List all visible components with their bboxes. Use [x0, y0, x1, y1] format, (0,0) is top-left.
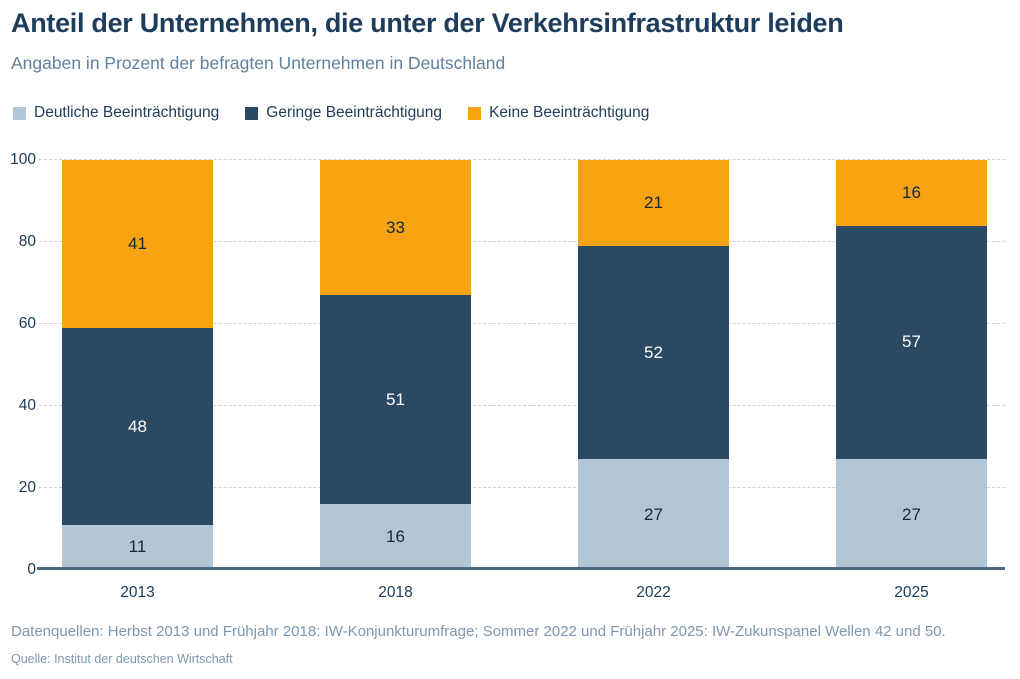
x-axis-tick-label: 2022 [636, 584, 671, 601]
legend-item-geringe: Geringe Beeinträchtigung [245, 104, 442, 122]
gridline [39, 241, 1005, 242]
bar-segment: 52 [578, 246, 729, 460]
stacked-bar-2013: 11 48 41 [62, 160, 213, 570]
bar-segment-value-label: 48 [128, 416, 147, 436]
stacked-bar-2022: 27 52 21 [578, 160, 729, 570]
x-axis-tick-label: 2025 [894, 584, 929, 601]
legend-label: Deutliche Beeinträchtigung [34, 104, 220, 121]
legend-swatch-keine-icon [468, 106, 482, 120]
footer-source: Quelle: Institut der deutschen Wirtschaf… [11, 652, 233, 666]
y-axis-tick-label: 60 [18, 315, 36, 332]
footer-datasources: Datenquellen: Herbst 2013 und Frühjahr 2… [11, 623, 946, 640]
bar-segment: 41 [62, 160, 213, 329]
y-axis-tick-label: 20 [18, 479, 36, 496]
bar-segment: 21 [578, 160, 729, 247]
bar-segment: 16 [836, 160, 987, 226]
bar-segment: 11 [62, 524, 213, 570]
x-axis-tick-label: 2013 [120, 584, 155, 601]
bar-segment-value-label: 33 [386, 217, 405, 237]
bar-segment-value-label: 51 [386, 389, 405, 409]
x-axis-tick-label: 2018 [378, 584, 413, 601]
page-subtitle: Angaben in Prozent der befragten Unterne… [11, 53, 506, 73]
gridline [39, 323, 1005, 324]
bar-segment-value-label: 16 [902, 182, 921, 202]
stacked-bar-2018: 16 51 33 [320, 160, 471, 570]
legend-swatch-deutliche-icon [13, 106, 26, 120]
bar-segment: 27 [578, 459, 729, 570]
legend-item-deutliche: Deutliche Beeinträchtigung [13, 104, 219, 122]
bar-segment-value-label: 11 [128, 537, 147, 557]
y-axis-tick-label: 80 [18, 233, 36, 250]
page-title: Anteil der Unternehmen, die unter der Ve… [11, 8, 844, 38]
bar-segment: 51 [320, 295, 471, 505]
chart-legend: Deutliche Beeinträchtigung Geringe Beein… [13, 104, 649, 122]
y-axis-tick-label: 40 [18, 397, 36, 414]
bar-segment-value-label: 21 [644, 193, 663, 213]
bar-segment: 33 [320, 160, 471, 296]
x-axis-line [37, 567, 1005, 570]
bar-segment: 27 [836, 459, 987, 570]
bar-segment-value-label: 41 [128, 234, 147, 254]
legend-swatch-geringe-icon [245, 106, 259, 120]
bar-segment: 16 [320, 504, 471, 570]
legend-item-keine: Keine Beeinträchtigung [468, 104, 649, 122]
legend-label: Keine Beeinträchtigung [489, 104, 650, 121]
plot-area: 0 20 40 60 80 100 11 48 41 2013 16 51 33 2018 27 52 21 20… [10, 151, 1005, 601]
bar-segment-value-label: 16 [386, 527, 405, 547]
gridline [39, 159, 1005, 160]
y-axis-tick-label: 100 [10, 151, 36, 168]
bar-segment-value-label: 52 [644, 342, 663, 362]
y-axis-tick-label: 0 [27, 561, 36, 578]
gridline [39, 487, 1005, 488]
bar-segment-value-label: 57 [902, 332, 921, 352]
bar-segment-value-label: 27 [902, 504, 921, 524]
stacked-bar-2025: 27 57 16 [836, 160, 987, 570]
gridline [39, 405, 1005, 406]
legend-label: Geringe Beeinträchtigung [266, 104, 443, 121]
bar-segment: 48 [62, 328, 213, 525]
bar-segment: 57 [836, 225, 987, 460]
bar-segment-value-label: 27 [644, 504, 663, 524]
